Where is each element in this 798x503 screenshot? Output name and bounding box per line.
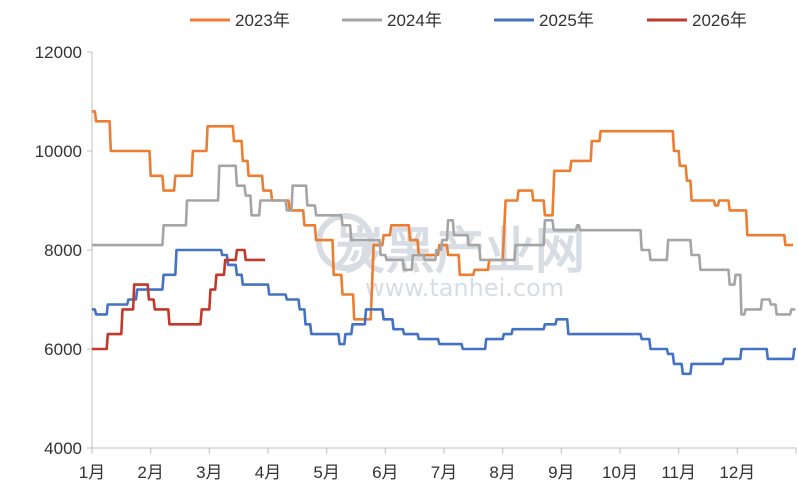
x-tick-label: 2月 <box>137 463 163 482</box>
y-tick-label: 12000 <box>35 43 82 62</box>
legend-label: 2025年 <box>539 11 594 30</box>
x-tick-label: 3月 <box>196 463 222 482</box>
series-line-2026年 <box>92 248 266 351</box>
x-tick-label: 1月 <box>79 463 105 482</box>
x-tick-label: 6月 <box>372 463 398 482</box>
watermark-url-text: www.tanhei.com <box>365 274 564 302</box>
x-tick-label: 8月 <box>489 463 515 482</box>
y-tick-label: 10000 <box>35 142 82 161</box>
x-tick-label: 5月 <box>313 463 339 482</box>
x-tick-label: 11月 <box>661 463 696 482</box>
x-tick-label: 7月 <box>431 463 457 482</box>
y-tick-label: 8000 <box>44 241 82 260</box>
x-tick-label: 12月 <box>719 463 755 482</box>
legend-label: 2026年 <box>692 11 747 30</box>
y-tick-label: 4000 <box>44 439 82 458</box>
legend-label: 2024年 <box>387 11 442 30</box>
series-line-2024年 <box>92 164 796 316</box>
axes: 4000 6000 8000 10000 12000 1月 2月 3月 4月 5月 6月 7月 8月 9月… <box>35 43 797 482</box>
x-tick-label: 10月 <box>602 463 638 482</box>
series-line-2025年 <box>92 248 796 376</box>
x-tick-label: 9月 <box>548 463 574 482</box>
series-layer <box>92 110 796 376</box>
watermark-logo <box>316 213 374 271</box>
series-line-2023年 <box>92 110 794 321</box>
y-tick-label: 6000 <box>44 340 82 359</box>
legend-label: 2023年 <box>235 11 290 30</box>
x-tick-label: 4月 <box>255 463 281 482</box>
legend: 2023年 2024年 2025年 2026年 <box>190 11 747 30</box>
